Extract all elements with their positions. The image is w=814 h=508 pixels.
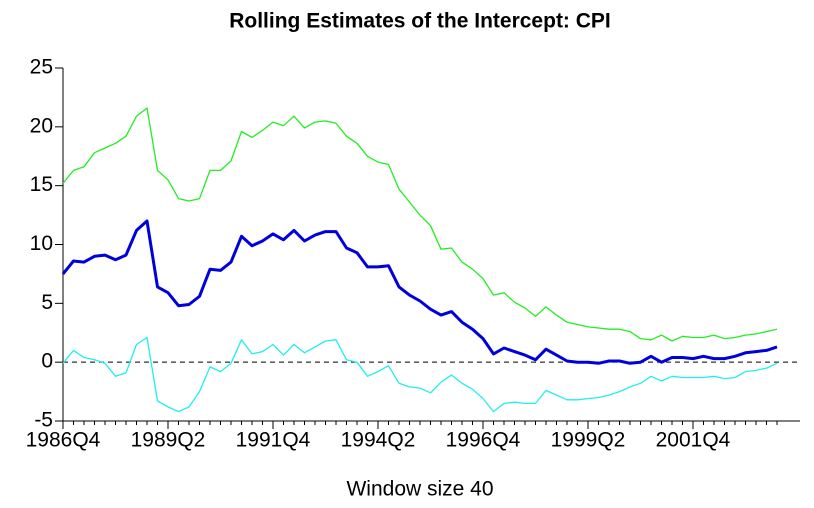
chart-title: Rolling Estimates of the Intercept: CPI <box>229 10 611 33</box>
series-line <box>62 336 778 413</box>
x-tick-label: 1996Q4 <box>446 429 521 452</box>
y-tick-label: 15 <box>30 173 53 196</box>
y-tick-label: 25 <box>30 56 53 79</box>
x-tick-label: 1994Q2 <box>341 429 416 452</box>
x-tick-label: 1986Q4 <box>26 429 101 452</box>
x-tick-label: 1991Q4 <box>236 429 311 452</box>
series-line <box>61 219 778 365</box>
y-tick-label: 20 <box>30 114 53 137</box>
x-axis-label: Window size 40 <box>346 478 493 501</box>
y-tick-label: -5 <box>34 409 53 432</box>
series-line <box>62 107 778 342</box>
y-tick-label: 10 <box>30 232 53 255</box>
y-tick-label: 0 <box>41 350 53 373</box>
y-tick-label: 5 <box>41 291 53 314</box>
x-tick-label: 1989Q2 <box>131 429 206 452</box>
x-tick-label: 2001Q4 <box>656 429 731 452</box>
x-tick-label: 1999Q2 <box>551 429 626 452</box>
